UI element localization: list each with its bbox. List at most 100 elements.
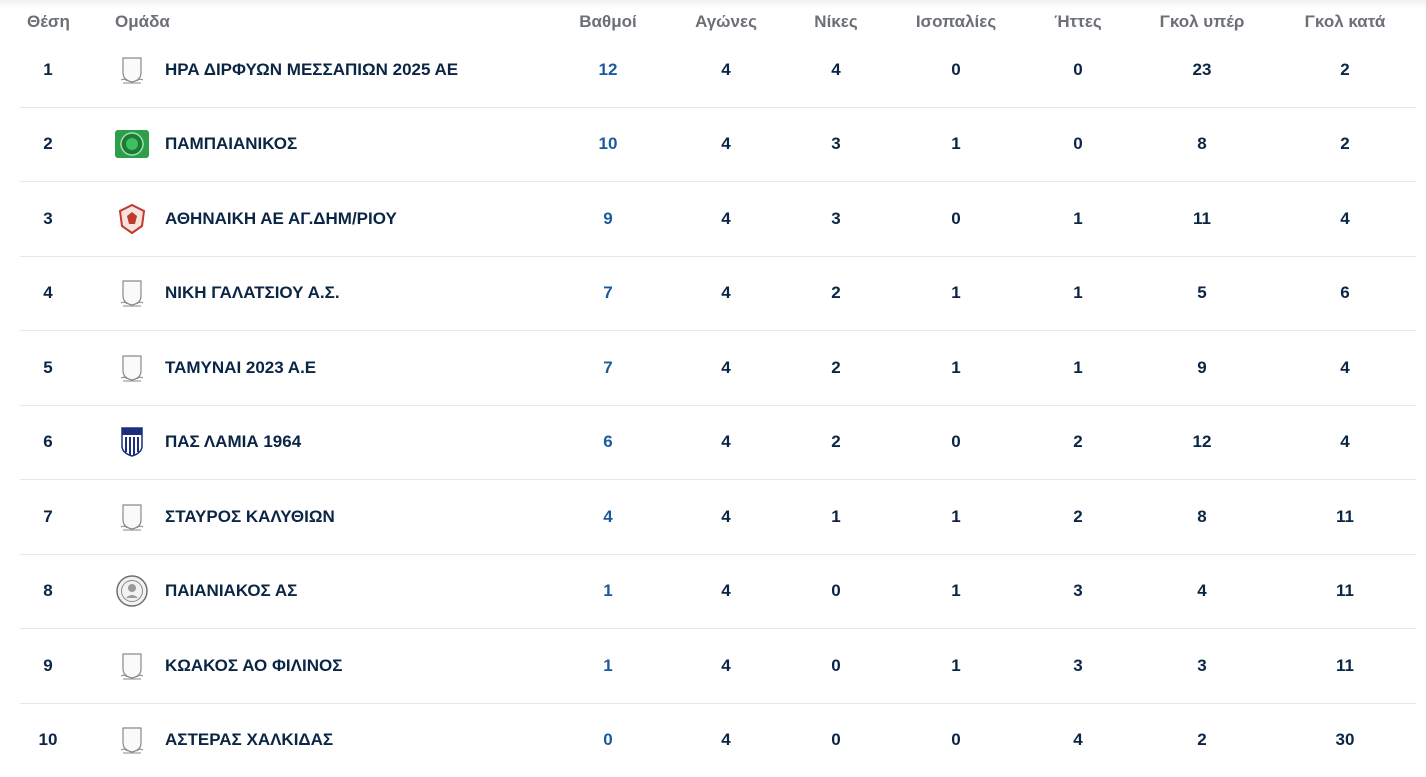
draws-cell: 1 (916, 656, 996, 676)
losses-cell: 1 (1038, 283, 1118, 303)
played-cell: 4 (686, 581, 766, 601)
played-cell: 4 (686, 358, 766, 378)
played-cell: 4 (686, 507, 766, 527)
losses-cell: 3 (1038, 656, 1118, 676)
wins-cell: 1 (796, 507, 876, 527)
played-cell: 4 (686, 432, 766, 452)
draws-cell: 0 (916, 432, 996, 452)
header-wins: Νίκες (814, 12, 857, 32)
table-row[interactable]: 2 ΠΑΜΠΑΙΑΝΙΚΟΣ 10 4 3 1 0 8 2 (20, 108, 1416, 183)
draws-cell: 1 (916, 507, 996, 527)
position-cell: 9 (28, 656, 68, 676)
team-name-link[interactable]: ΤΑΜΥΝΑΙ 2023 Α.Ε (165, 358, 316, 378)
points-cell: 12 (568, 60, 648, 80)
points-cell: 7 (568, 283, 648, 303)
team-name-link[interactable]: ΚΩΑΚΟΣ ΑΟ ΦΙΛΙΝΟΣ (165, 656, 342, 676)
header-draws: Ισοπαλίες (916, 12, 996, 32)
wins-cell: 3 (796, 209, 876, 229)
header-team: Ομάδα (115, 12, 170, 32)
wins-cell: 4 (796, 60, 876, 80)
played-cell: 4 (686, 656, 766, 676)
team-name-link[interactable]: ΠΑΜΠΑΙΑΝΙΚΟΣ (165, 134, 297, 154)
draws-cell: 1 (916, 358, 996, 378)
played-cell: 4 (686, 730, 766, 750)
points-cell: 4 (568, 507, 648, 527)
table-row[interactable]: 3 ΑΘΗΝΑΙΚΗ ΑΕ ΑΓ.ΔΗΜ/ΡΙΟΥ 9 4 3 0 1 11 4 (20, 182, 1416, 257)
goals-against-cell: 4 (1305, 358, 1385, 378)
losses-cell: 4 (1038, 730, 1118, 750)
played-cell: 4 (686, 283, 766, 303)
placeholder-shield-icon (115, 276, 149, 310)
goals-for-cell: 2 (1162, 730, 1242, 750)
losses-cell: 1 (1038, 209, 1118, 229)
position-cell: 6 (28, 432, 68, 452)
draws-cell: 1 (916, 581, 996, 601)
placeholder-shield-icon (115, 351, 149, 385)
points-cell: 10 (568, 134, 648, 154)
wins-cell: 3 (796, 134, 876, 154)
green-crest-icon (115, 127, 149, 161)
wins-cell: 0 (796, 656, 876, 676)
wins-cell: 2 (796, 358, 876, 378)
losses-cell: 0 (1038, 134, 1118, 154)
goals-against-cell: 2 (1305, 134, 1385, 154)
position-cell: 3 (28, 209, 68, 229)
points-cell: 1 (568, 581, 648, 601)
points-cell: 0 (568, 730, 648, 750)
team-name-link[interactable]: ΑΘΗΝΑΙΚΗ ΑΕ ΑΓ.ΔΗΜ/ΡΙΟΥ (165, 209, 397, 229)
losses-cell: 0 (1038, 60, 1118, 80)
played-cell: 4 (686, 134, 766, 154)
team-name-link[interactable]: ΣΤΑΥΡΟΣ ΚΑΛΥΘΙΩΝ (165, 507, 335, 527)
goals-for-cell: 5 (1162, 283, 1242, 303)
team-name-link[interactable]: ΗΡΑ ΔΙΡΦΥΩΝ ΜΕΣΣΑΠΙΩΝ 2025 ΑΕ (165, 60, 458, 80)
table-row[interactable]: 7 ΣΤΑΥΡΟΣ ΚΑΛΥΘΙΩΝ 4 4 1 1 2 8 11 (20, 480, 1416, 555)
goals-against-cell: 4 (1305, 209, 1385, 229)
table-row[interactable]: 4 ΝΙΚΗ ΓΑΛΑΤΣΙΟΥ Α.Σ. 7 4 2 1 1 5 6 (20, 257, 1416, 332)
goals-for-cell: 11 (1162, 209, 1242, 229)
placeholder-shield-icon (115, 723, 149, 757)
goals-against-cell: 4 (1305, 432, 1385, 452)
header-position: Θέση (27, 12, 70, 32)
position-cell: 10 (28, 730, 68, 750)
goals-for-cell: 8 (1162, 134, 1242, 154)
striped-shield-crest-icon (115, 425, 149, 459)
goals-for-cell: 4 (1162, 581, 1242, 601)
position-cell: 8 (28, 581, 68, 601)
placeholder-shield-icon (115, 53, 149, 87)
goals-for-cell: 12 (1162, 432, 1242, 452)
team-name-link[interactable]: ΑΣΤΕΡΑΣ ΧΑΛΚΙΔΑΣ (165, 730, 333, 750)
wins-cell: 0 (796, 581, 876, 601)
draws-cell: 0 (916, 730, 996, 750)
points-cell: 6 (568, 432, 648, 452)
losses-cell: 3 (1038, 581, 1118, 601)
played-cell: 4 (686, 60, 766, 80)
team-name-link[interactable]: ΝΙΚΗ ΓΑΛΑΤΣΙΟΥ Α.Σ. (165, 283, 340, 303)
table-row[interactable]: 9 ΚΩΑΚΟΣ ΑΟ ΦΙΛΙΝΟΣ 1 4 0 1 3 3 11 (20, 629, 1416, 704)
goals-against-cell: 11 (1305, 656, 1385, 676)
table-row[interactable]: 8 ΠΑΙΑΝΙΑΚΟΣ ΑΣ 1 4 0 1 3 4 11 (20, 555, 1416, 630)
goals-against-cell: 2 (1305, 60, 1385, 80)
table-row[interactable]: 10 ΑΣΤΕΡΑΣ ΧΑΛΚΙΔΑΣ 0 4 0 0 4 2 30 (20, 704, 1416, 777)
played-cell: 4 (686, 209, 766, 229)
wins-cell: 2 (796, 283, 876, 303)
header-goals-against: Γκολ κατά (1305, 12, 1386, 32)
table-row[interactable]: 1 ΗΡΑ ΔΙΡΦΥΩΝ ΜΕΣΣΑΠΙΩΝ 2025 ΑΕ 12 4 4 0… (20, 33, 1416, 108)
points-cell: 1 (568, 656, 648, 676)
header-goals-for: Γκολ υπέρ (1160, 12, 1245, 32)
goals-for-cell: 8 (1162, 507, 1242, 527)
table-row[interactable]: 6 ΠΑΣ ΛΑΜΙΑ 1964 6 4 2 0 2 12 4 (20, 406, 1416, 481)
round-seal-crest-icon (115, 574, 149, 608)
position-cell: 4 (28, 283, 68, 303)
goals-for-cell: 3 (1162, 656, 1242, 676)
team-name-link[interactable]: ΠΑΣ ΛΑΜΙΑ 1964 (165, 432, 301, 452)
header-points: Βαθμοί (579, 12, 636, 32)
goals-against-cell: 11 (1305, 507, 1385, 527)
placeholder-shield-icon (115, 649, 149, 683)
position-cell: 7 (28, 507, 68, 527)
goals-against-cell: 30 (1305, 730, 1385, 750)
wins-cell: 0 (796, 730, 876, 750)
position-cell: 5 (28, 358, 68, 378)
table-row[interactable]: 5 ΤΑΜΥΝΑΙ 2023 Α.Ε 7 4 2 1 1 9 4 (20, 331, 1416, 406)
team-name-link[interactable]: ΠΑΙΑΝΙΑΚΟΣ ΑΣ (165, 581, 297, 601)
